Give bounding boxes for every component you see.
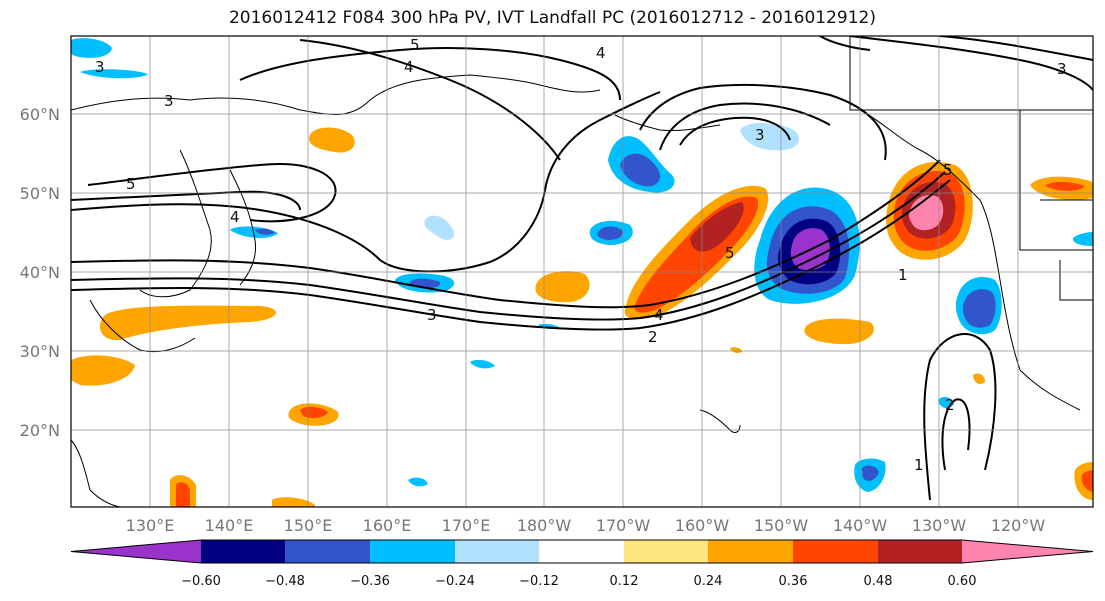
colorbar-segment bbox=[624, 540, 708, 563]
colorbar-tick-label: −0.24 bbox=[435, 574, 475, 589]
colorbar-tick-label: 0.48 bbox=[864, 574, 893, 589]
colorbar-segment bbox=[285, 540, 370, 563]
lon-label: 120°W bbox=[991, 516, 1046, 535]
lon-label: 170°W bbox=[596, 516, 651, 535]
contour-label: 3 bbox=[427, 306, 437, 324]
colorbar-tick-labels: −0.60 −0.48 −0.36 −0.24 −0.12 0.12 0.24 … bbox=[181, 574, 976, 589]
contour-label: 3 bbox=[1057, 60, 1067, 78]
lon-label: 140°W bbox=[833, 516, 888, 535]
coastlines bbox=[71, 36, 1093, 507]
lat-label: 40°N bbox=[20, 263, 60, 282]
contour-label: 2 bbox=[648, 328, 658, 346]
colorbar-tick-label: −0.48 bbox=[265, 574, 305, 589]
plot-frame bbox=[70, 35, 1094, 508]
lon-label: 150°W bbox=[754, 516, 809, 535]
colorbar-segment bbox=[201, 540, 285, 563]
lon-label: 160°E bbox=[363, 516, 412, 535]
lon-label: 130°E bbox=[126, 516, 175, 535]
contour-label: 1 bbox=[898, 266, 908, 284]
contour-label: 2 bbox=[945, 396, 955, 414]
lat-label: 60°N bbox=[20, 105, 60, 124]
contour-label: 4 bbox=[230, 208, 240, 226]
colorbar-tick-label: −0.12 bbox=[519, 574, 559, 589]
gridlines bbox=[71, 36, 1093, 507]
lon-label: 140°E bbox=[205, 516, 254, 535]
contour-label: 5 bbox=[943, 161, 953, 179]
lon-label: 150°E bbox=[284, 516, 333, 535]
colorbar-segment bbox=[370, 540, 455, 563]
colorbar-tick-label: −0.60 bbox=[181, 574, 221, 589]
contour-label: 5 bbox=[126, 175, 136, 193]
lon-label: 160°W bbox=[675, 516, 730, 535]
lon-label: 130°W bbox=[912, 516, 967, 535]
colorbar-tick-label: 0.36 bbox=[779, 574, 808, 589]
colorbar-tick-label: −0.36 bbox=[350, 574, 390, 589]
colorbar-tick-label: 0.12 bbox=[610, 574, 639, 589]
colorbar bbox=[70, 539, 1094, 564]
contour-label: 4 bbox=[654, 306, 664, 324]
colorbar-outline bbox=[70, 539, 1094, 564]
colorbar-segment bbox=[708, 540, 793, 563]
contour-label: 3 bbox=[95, 58, 105, 76]
contour-label: 4 bbox=[404, 58, 414, 76]
contour-labels: 5 4 3 3 2 1 1 2 3 4 5 3 4 5 3 4 5 bbox=[95, 36, 1067, 474]
contour-label: 5 bbox=[410, 36, 420, 54]
lon-label: 170°E bbox=[442, 516, 491, 535]
contour-label: 3 bbox=[164, 92, 174, 110]
colorbar-segment bbox=[71, 540, 201, 563]
colorbar-segment bbox=[793, 540, 878, 563]
colorbar-tick-label: 0.24 bbox=[694, 574, 723, 589]
lat-label: 20°N bbox=[20, 421, 60, 440]
colorbar-segment bbox=[878, 540, 962, 563]
contour-label: 4 bbox=[596, 44, 606, 62]
contour-label: 5 bbox=[725, 244, 735, 262]
contour-label: 1 bbox=[914, 456, 924, 474]
colorbar-segment bbox=[962, 540, 1093, 563]
longitude-labels: 130°E 140°E 150°E 160°E 170°E 180°W 170°… bbox=[126, 516, 1046, 535]
contour-label: 3 bbox=[755, 126, 765, 144]
colorbar-segment bbox=[455, 540, 539, 563]
lat-label: 50°N bbox=[20, 184, 60, 203]
colorbar-segment bbox=[539, 540, 624, 563]
colorbar-tick-label: 0.60 bbox=[948, 574, 977, 589]
map-title: 2016012412 F084 300 hPa PV, IVT Landfall… bbox=[228, 8, 876, 28]
lat-label: 30°N bbox=[20, 342, 60, 361]
latitude-labels: 60°N 50°N 40°N 30°N 20°N bbox=[20, 105, 60, 440]
lon-label: 180°W bbox=[517, 516, 572, 535]
